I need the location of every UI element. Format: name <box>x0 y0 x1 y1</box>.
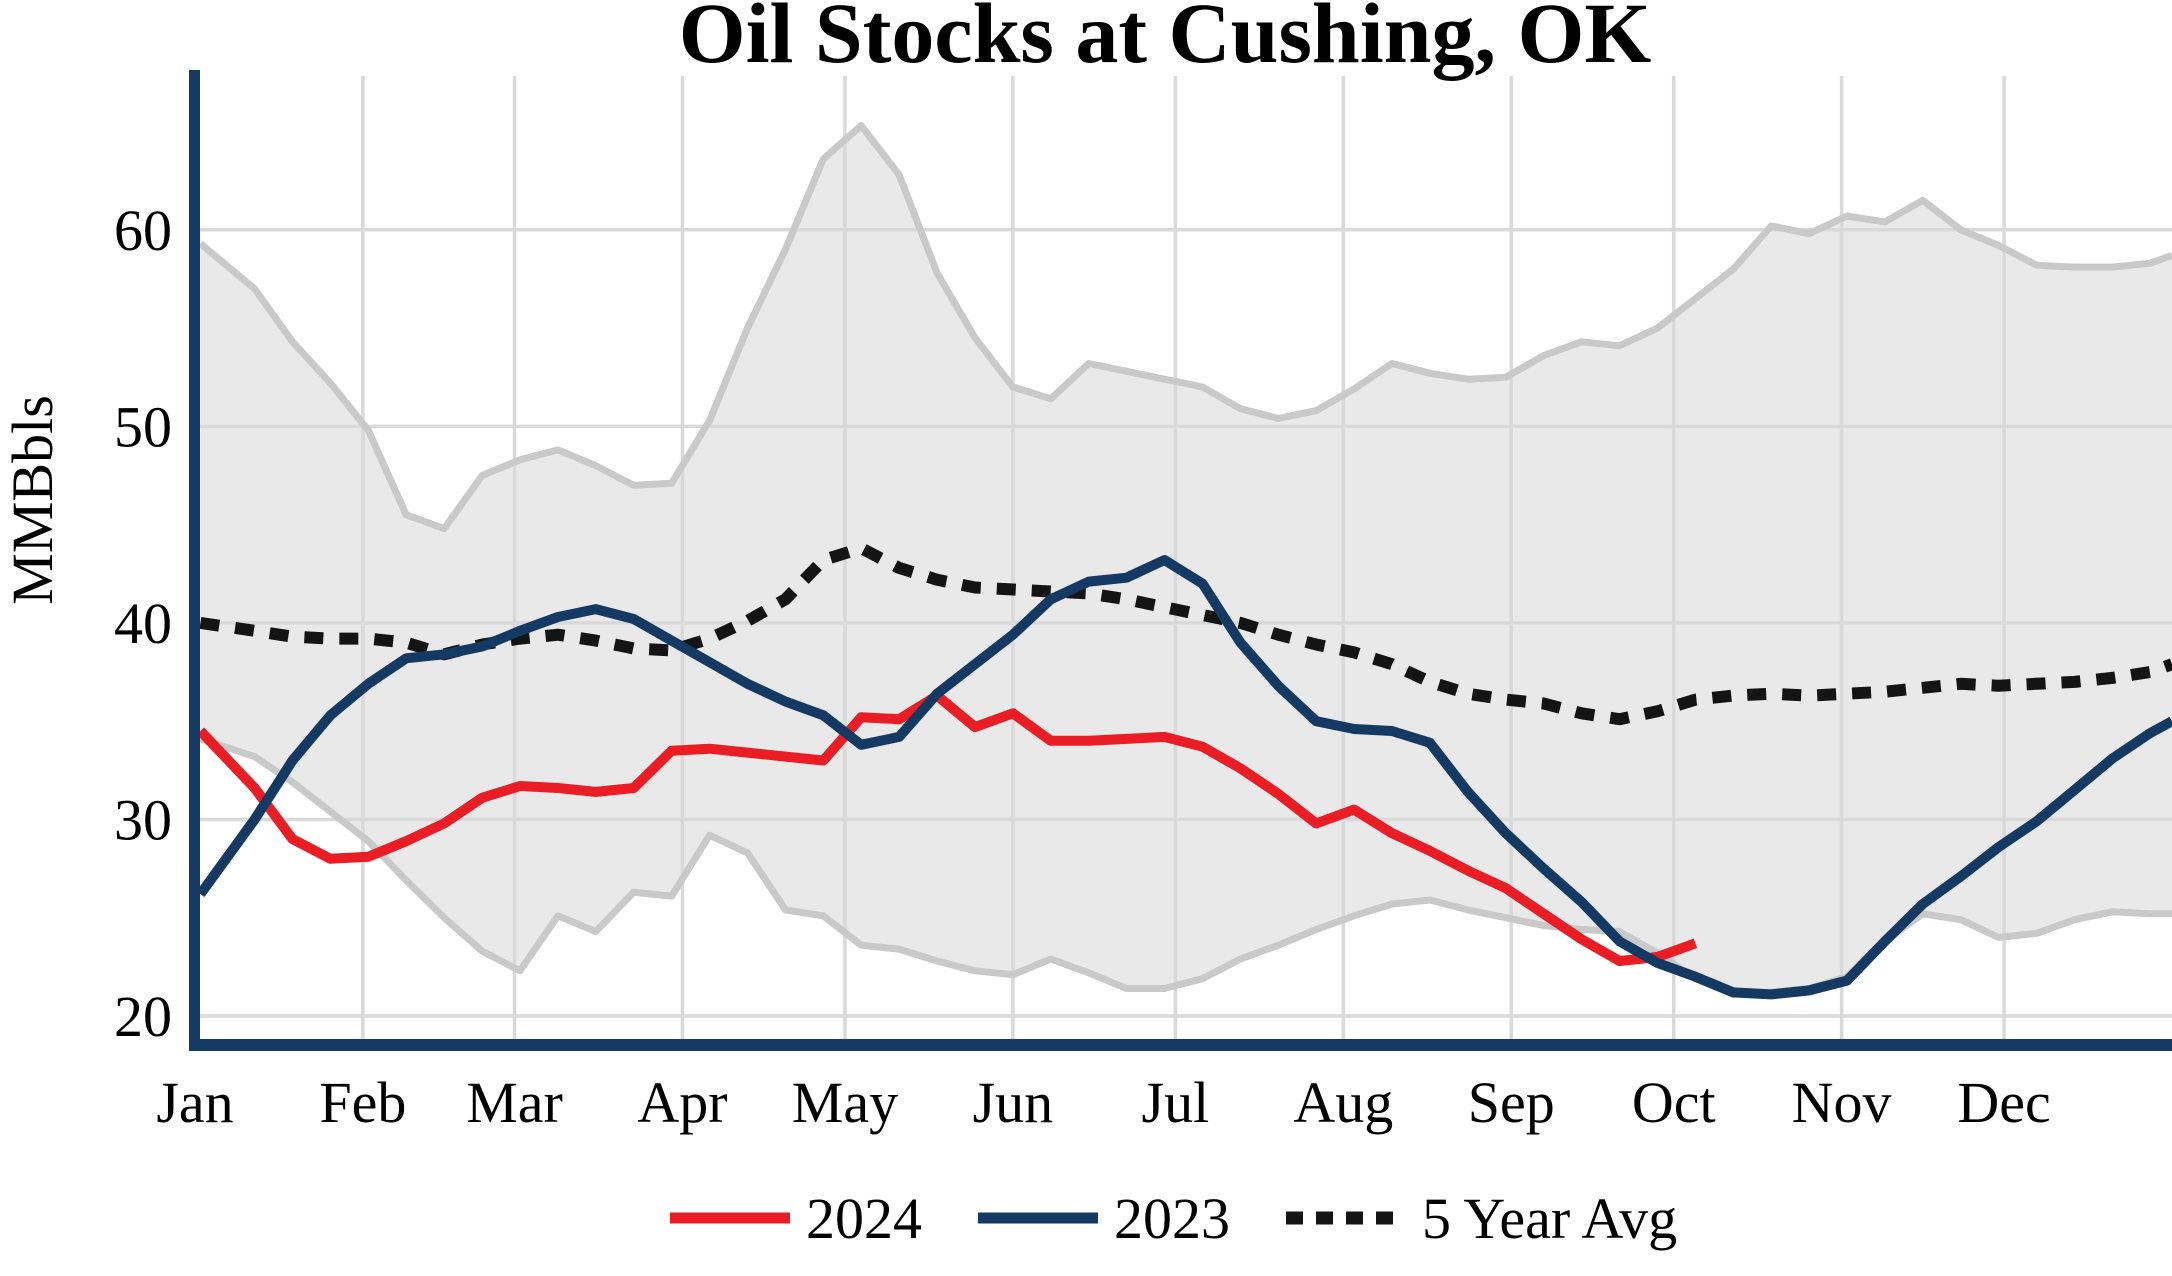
legend-label-2024: 2024 <box>806 1186 922 1251</box>
legend-item-2024: 2024 <box>670 1186 922 1251</box>
x-tick-label-jun: Jun <box>973 1070 1054 1135</box>
series-line-2023 <box>196 555 2172 1000</box>
gridlines <box>195 76 2172 1041</box>
chart-title: Oil Stocks at Cushing, OK <box>679 0 1652 81</box>
x-tick-label-sep: Sep <box>1468 1070 1555 1135</box>
y-tick-labels: 20 30 40 50 60 <box>114 198 172 1049</box>
x-tick-label-feb: Feb <box>319 1070 406 1135</box>
axes <box>189 70 2172 1051</box>
x-axis-spine <box>189 1039 2172 1051</box>
band-upper-edge <box>198 122 2172 533</box>
x-tick-label-jul: Jul <box>1142 1070 1210 1135</box>
y-axis-spine <box>189 70 200 1051</box>
x-tick-labels: Jan Feb Mar Apr May Jun Jul Aug Sep Oct Nov Dec <box>156 1070 2050 1135</box>
series-line-2024 <box>196 690 1698 966</box>
y-tick-label: 40 <box>114 591 172 656</box>
legend-label-5-year-avg: 5 Year Avg <box>1422 1186 1677 1251</box>
y-tick-label: 20 <box>114 984 172 1049</box>
legend-label-2023: 2023 <box>1114 1186 1230 1251</box>
y-tick-label: 30 <box>114 787 172 852</box>
five-year-range-band <box>200 125 2172 995</box>
legend: 2024 2023 5 Year Avg <box>670 1186 1677 1251</box>
x-tick-label-dec: Dec <box>1957 1070 2050 1135</box>
x-tick-label-jan: Jan <box>156 1070 233 1135</box>
y-tick-label: 60 <box>114 198 172 263</box>
x-tick-label-apr: Apr <box>637 1070 727 1135</box>
y-axis-label: MMBbls <box>0 395 65 605</box>
x-tick-label-mar: Mar <box>466 1070 563 1135</box>
series-line-5-year-avg <box>199 542 2172 726</box>
x-tick-label-oct: Oct <box>1632 1070 1716 1135</box>
band-fill <box>200 125 2172 995</box>
x-tick-label-may: May <box>792 1070 898 1135</box>
y-tick-label: 50 <box>114 394 172 459</box>
legend-item-5-year-avg: 5 Year Avg <box>1286 1186 1677 1251</box>
x-tick-label-aug: Aug <box>1293 1070 1393 1135</box>
series-lines <box>196 542 2172 1000</box>
x-tick-label-nov: Nov <box>1792 1070 1892 1135</box>
legend-item-2023: 2023 <box>978 1186 1230 1251</box>
